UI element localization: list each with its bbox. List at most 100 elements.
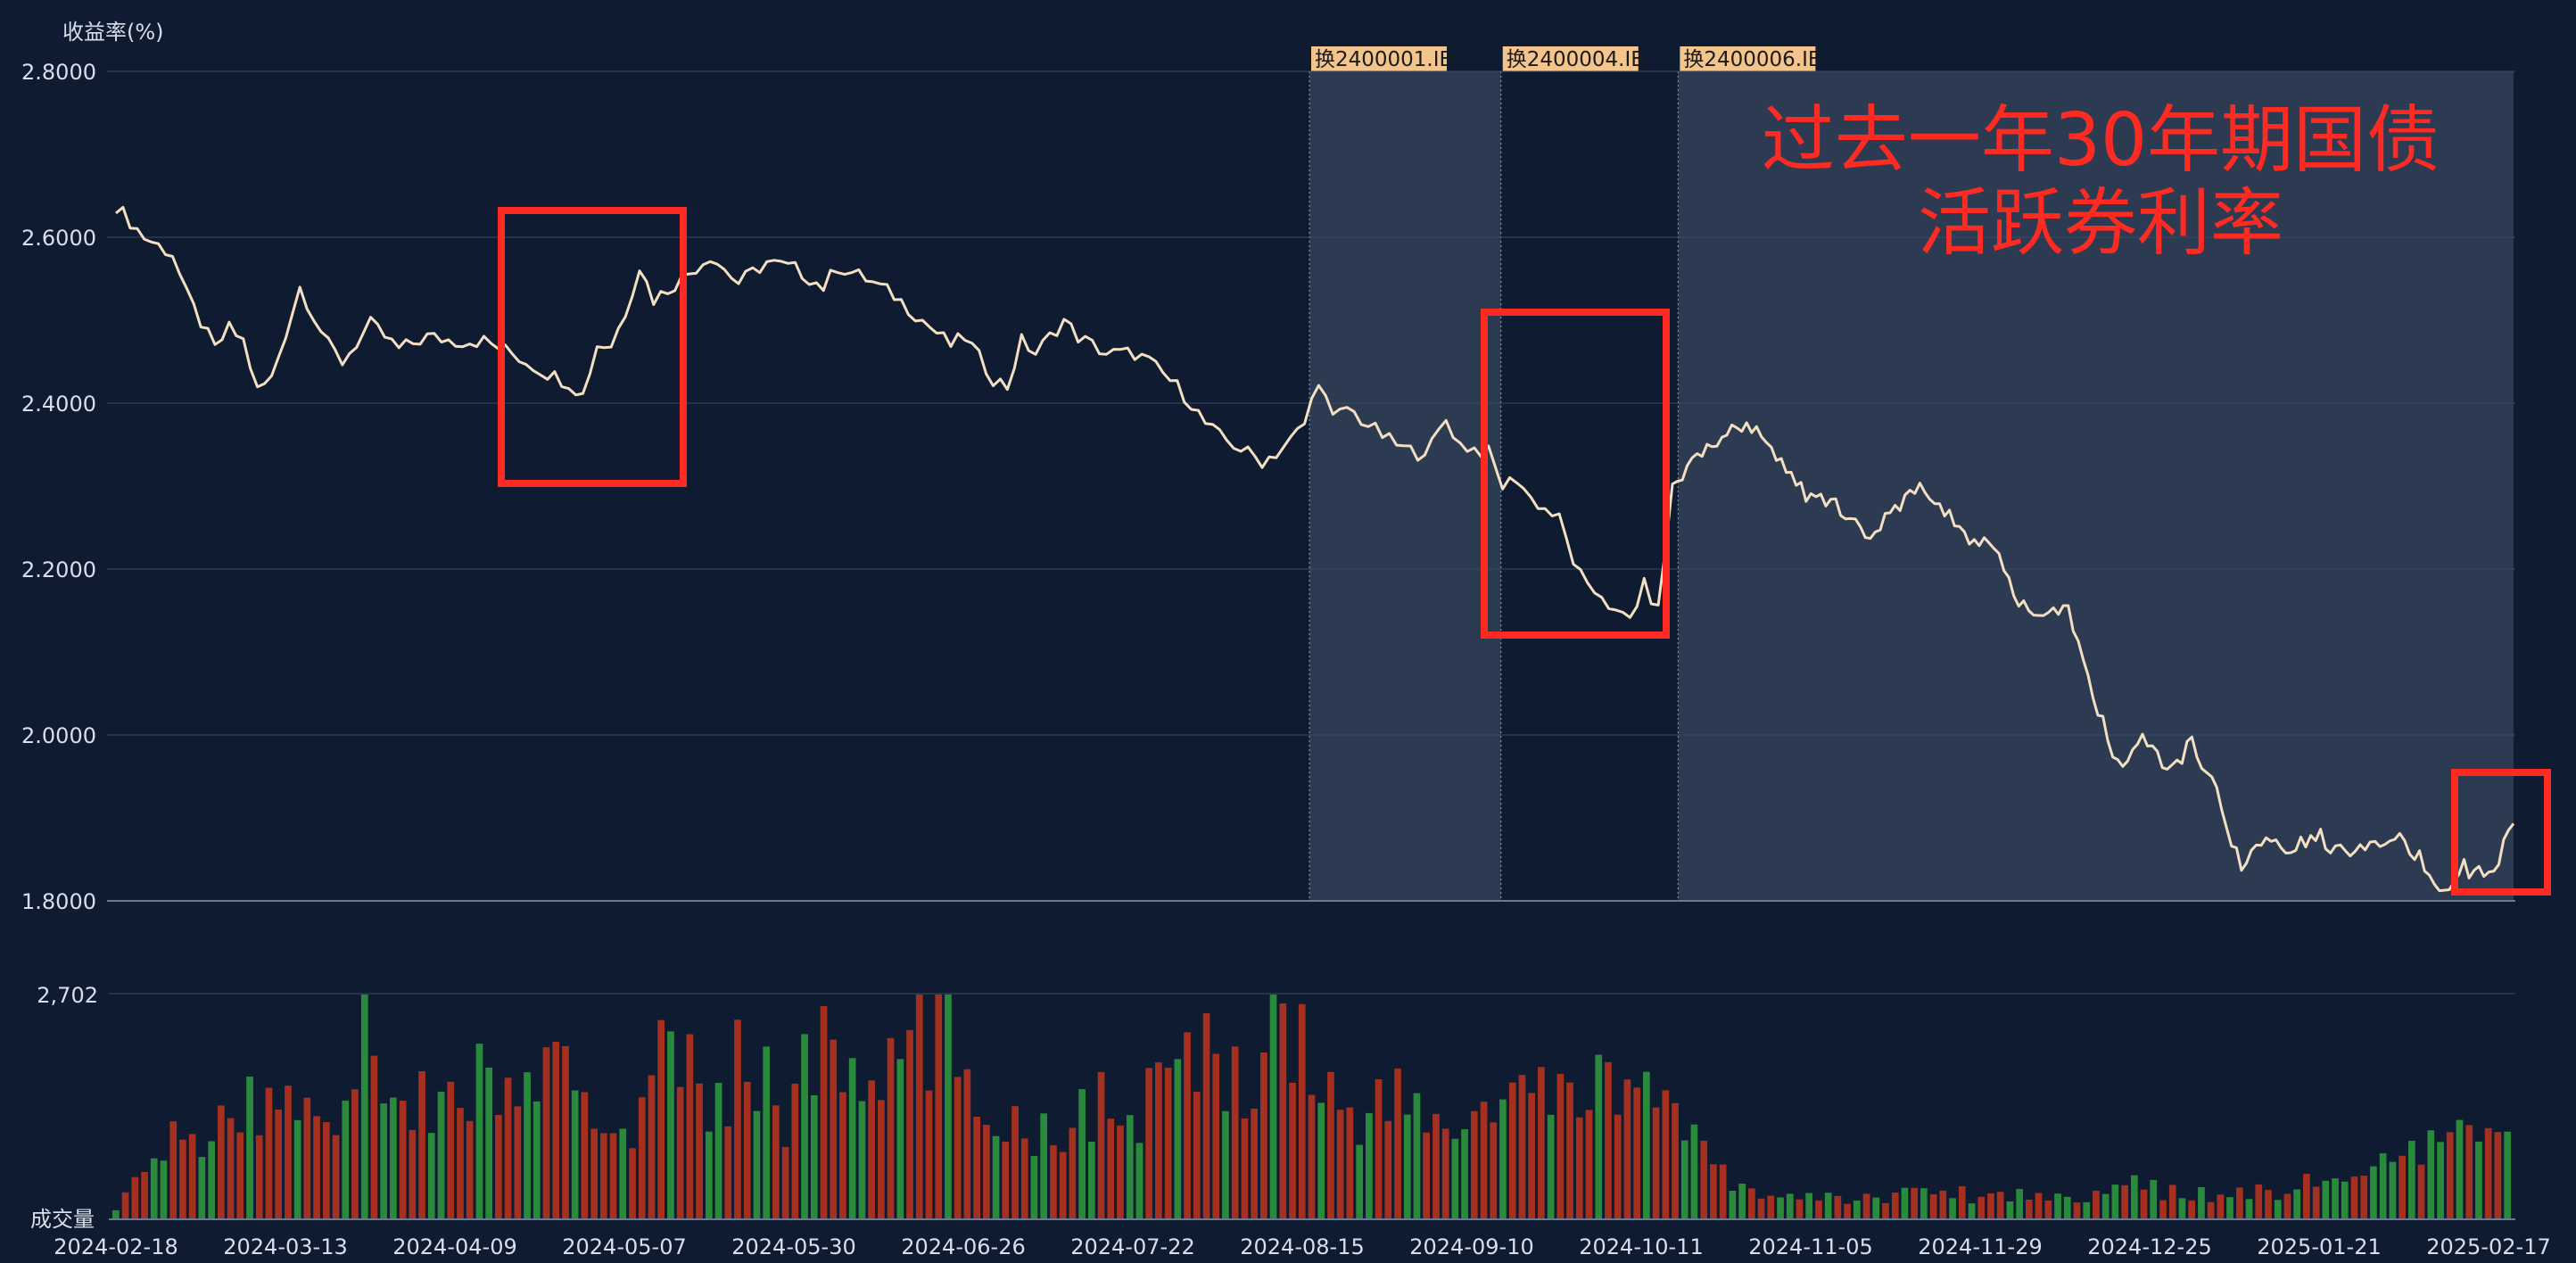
volume-bar	[285, 1086, 292, 1218]
volume-bar	[1901, 1187, 1909, 1218]
volume-bar	[1700, 1140, 1708, 1218]
region-label-text: 换2400001.IB	[1315, 48, 1453, 71]
volume-bar	[418, 1071, 425, 1218]
y-axis-label: 收益率(%)	[62, 20, 164, 45]
volume-bar	[1518, 1075, 1526, 1218]
volume-bar	[2035, 1193, 2043, 1218]
volume-bar	[390, 1097, 397, 1218]
region-label-bg	[1680, 46, 1816, 71]
volume-bar	[1633, 1087, 1640, 1218]
volume-bar	[2198, 1187, 2205, 1218]
volume-bar	[571, 1090, 579, 1218]
volume-bar	[781, 1146, 789, 1218]
volume-bar	[255, 1135, 263, 1218]
volume-bar	[562, 1045, 569, 1218]
volume-panel	[109, 993, 2515, 1220]
volume-bar	[1078, 1089, 1086, 1218]
volume-bar	[1499, 1099, 1507, 1218]
annotation-title: 过去一年30年期国债	[1762, 98, 2440, 183]
volume-bar	[945, 995, 952, 1218]
volume-bar	[1680, 1140, 1688, 1218]
volume-bar	[2083, 1201, 2091, 1218]
volume-bar	[198, 1157, 206, 1218]
volume-bar	[1346, 1107, 1354, 1218]
volume-bar	[1375, 1079, 1383, 1218]
volume-bar	[2283, 1193, 2291, 1218]
volume-bar	[1069, 1127, 1077, 1218]
volume-bar	[1968, 1203, 1976, 1218]
volume-bar	[1872, 1197, 1880, 1218]
volume-bar	[121, 1192, 129, 1218]
volume-bar	[1949, 1198, 1956, 1218]
y-tick-label: 2.2000	[21, 557, 96, 582]
price-panel: 换2400001.IB 换2400004.IB 换2400006.IB 2.8000 2…	[21, 46, 2551, 1259]
volume-bar	[504, 1077, 512, 1218]
volume-bar	[380, 1103, 387, 1218]
volume-bar	[303, 1097, 311, 1218]
volume-bar	[2150, 1179, 2158, 1218]
volume-bar	[1020, 1138, 1028, 1218]
volume-bar	[887, 1037, 895, 1218]
volume-bar	[437, 1091, 445, 1218]
volume-bar	[1815, 1200, 1822, 1218]
volume-bar	[1441, 1128, 1449, 1218]
volume-bar	[724, 1126, 732, 1218]
y-tick-label: 2.0000	[21, 723, 96, 748]
volume-bar	[1786, 1193, 1794, 1218]
volume-bar	[743, 1081, 751, 1218]
volume-bar	[714, 1083, 722, 1218]
volume-bar	[1184, 1032, 1191, 1218]
highlight-box-may	[498, 207, 687, 487]
x-tick-label: 2024-06-26	[901, 1234, 1025, 1259]
volume-bar	[858, 1101, 866, 1218]
x-tick-label: 2024-11-05	[1748, 1234, 1872, 1259]
volume-bar	[293, 1119, 301, 1218]
volume-bar	[1566, 1082, 1573, 1218]
volume-bar	[1643, 1071, 1650, 1218]
volume-bar	[1672, 1102, 1679, 1218]
volume-bar	[820, 1006, 828, 1218]
x-tick-label: 2024-10-11	[1579, 1234, 1703, 1259]
volume-bar	[179, 1139, 186, 1218]
volume-bar	[1757, 1198, 1765, 1218]
volume-bar	[868, 1080, 875, 1218]
volume-bar	[2484, 1127, 2492, 1218]
volume-bar	[2168, 1185, 2176, 1218]
volume-bar	[676, 1086, 684, 1218]
volume-bar	[1605, 1061, 1612, 1218]
region-label-text: 换2400006.IB	[1683, 48, 1821, 71]
volume-bar	[878, 1100, 885, 1218]
volume-bar	[2398, 1155, 2406, 1218]
volume-bar	[1298, 1003, 1306, 1218]
volume-bar	[1403, 1114, 1411, 1218]
volume-bar	[1317, 1102, 1325, 1218]
region-label: 换2400006.IB	[1680, 46, 1822, 71]
volume-bar	[1231, 1046, 1239, 1218]
volume-bar	[1423, 1132, 1430, 1218]
volume-bar	[495, 1115, 502, 1218]
volume-bar	[2016, 1189, 2023, 1218]
volume-bar	[1556, 1074, 1565, 1218]
volume-axis-label: 成交量	[30, 1207, 95, 1232]
volume-bar	[2417, 1164, 2425, 1218]
volume-bar	[1471, 1110, 1478, 1218]
shaded-region	[1309, 71, 1501, 901]
volume-bar	[1891, 1193, 1899, 1218]
y-tick-label: 1.8000	[21, 889, 96, 914]
volume-bar	[524, 1072, 531, 1218]
volume-bar	[1394, 1069, 1401, 1218]
y-tick-label: 2.8000	[21, 60, 96, 85]
volume-bar	[1939, 1190, 1947, 1218]
volume-bar	[1366, 1112, 1373, 1218]
volume-bar	[1719, 1164, 1727, 1218]
volume-bar	[830, 1039, 838, 1218]
volume-bar	[753, 1110, 761, 1218]
volume-bar	[915, 995, 923, 1218]
volume-bar	[342, 1100, 350, 1218]
volume-bar	[1384, 1120, 1392, 1218]
volume-bar	[1977, 1196, 1986, 1218]
volume-bar	[2465, 1125, 2473, 1218]
x-tick-label: 2024-04-09	[392, 1234, 516, 1259]
